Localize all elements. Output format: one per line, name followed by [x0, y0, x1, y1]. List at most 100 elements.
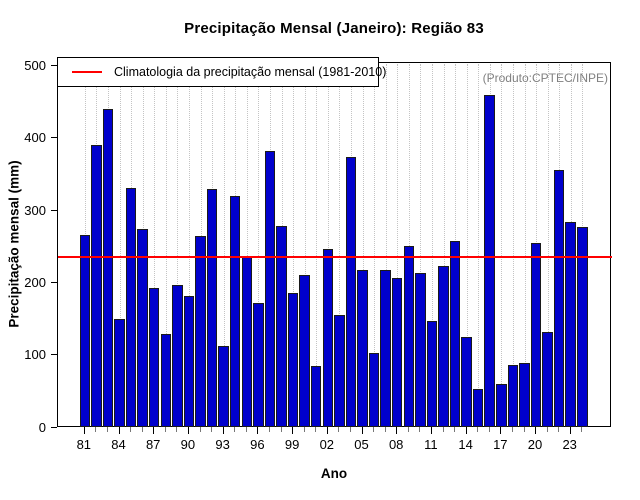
x-tick	[303, 427, 305, 432]
x-tick	[430, 427, 432, 434]
x-tick-label: 08	[388, 437, 404, 452]
bar-1996	[253, 302, 264, 427]
x-tick	[338, 427, 340, 432]
x-tick	[106, 427, 108, 432]
bar-2002	[322, 249, 334, 427]
year-gridline	[420, 64, 422, 426]
x-tick	[546, 427, 548, 432]
x-tick	[500, 427, 502, 434]
year-gridline	[478, 64, 480, 426]
year-gridline	[339, 64, 341, 426]
x-tick-label: 93	[215, 437, 230, 452]
x-tick	[153, 427, 155, 434]
bar-2011	[426, 320, 438, 427]
bar-2024	[577, 226, 588, 427]
x-tick	[535, 427, 536, 434]
x-tick-label: 14	[458, 437, 473, 452]
y-tick	[51, 426, 57, 428]
year-gridline	[223, 64, 225, 426]
x-tick	[511, 427, 513, 432]
x-tick-label: 81	[76, 437, 92, 452]
x-tick-label: 96	[250, 437, 265, 452]
climatology-line	[58, 255, 612, 258]
y-tick	[51, 354, 57, 356]
bar-1987	[148, 288, 160, 427]
x-tick	[488, 427, 490, 432]
x-tick	[95, 427, 97, 432]
x-tick	[407, 427, 409, 432]
bar-1984	[114, 318, 125, 427]
year-gridline	[547, 64, 549, 426]
year-gridline	[501, 64, 503, 426]
bar-2010	[415, 273, 426, 427]
y-axis-title: Precipitação mensal (mm)	[6, 160, 22, 328]
bar-1998	[276, 226, 287, 427]
product-watermark: (Produto:CPTEC/INPE)	[482, 71, 608, 85]
x-tick	[419, 427, 421, 432]
bar-2017	[496, 383, 507, 427]
x-tick	[83, 427, 85, 434]
y-tick-label: 500	[24, 58, 46, 74]
bar-2023	[565, 221, 576, 427]
x-tick	[373, 427, 375, 432]
bar-2018	[507, 364, 519, 427]
bar-2009	[403, 245, 415, 427]
x-tick	[164, 427, 166, 432]
year-gridline	[316, 64, 318, 426]
bar-2019	[519, 363, 530, 427]
x-tick	[199, 427, 201, 432]
x-tick	[280, 427, 282, 432]
x-tick	[384, 427, 386, 432]
legend: Climatologia da precipitação mensal (198…	[57, 57, 386, 87]
x-tick-label: 17	[493, 437, 508, 452]
x-tick-label: 87	[145, 437, 161, 452]
x-tick-label: 11	[424, 437, 438, 452]
x-tick	[315, 427, 317, 432]
legend-label: Climatologia da precipitação mensal (198…	[114, 65, 387, 79]
bar-2021	[542, 332, 553, 427]
x-tick	[268, 427, 270, 432]
x-tick-label: 84	[111, 437, 126, 452]
x-tick	[396, 427, 398, 434]
year-gridline	[512, 64, 514, 426]
x-tick-label: 02	[319, 437, 335, 452]
year-gridline	[177, 64, 179, 426]
year-gridline	[165, 64, 167, 426]
year-gridline	[293, 64, 295, 426]
x-tick-label: 23	[562, 437, 577, 452]
year-gridline	[362, 64, 364, 426]
x-tick	[454, 427, 455, 432]
x-axis-title: Ano	[320, 466, 348, 481]
legend-line-sample	[72, 71, 102, 73]
bar-1999	[287, 293, 299, 427]
year-gridline	[246, 64, 248, 426]
bar-2013	[449, 241, 461, 427]
bar-2015	[472, 389, 484, 427]
year-gridline	[258, 64, 260, 426]
bar-1989	[172, 285, 183, 427]
year-gridline	[154, 64, 156, 426]
plot-area	[57, 62, 612, 427]
x-tick	[523, 427, 525, 432]
bar-2020	[530, 242, 542, 427]
bar-1991	[195, 235, 206, 427]
year-gridline	[443, 64, 445, 426]
bar-2000	[299, 275, 310, 427]
bar-2006	[368, 353, 380, 427]
x-tick	[326, 427, 328, 434]
y-tick	[51, 209, 57, 211]
bar-2003	[334, 315, 345, 427]
x-tick-label: 99	[284, 437, 300, 452]
x-tick	[234, 427, 236, 432]
y-tick	[51, 281, 57, 283]
x-tick	[349, 427, 351, 432]
x-tick-label: 90	[180, 437, 196, 452]
year-gridline	[397, 64, 399, 426]
bar-1997	[264, 150, 276, 427]
x-tick	[558, 427, 560, 432]
bar-1986	[137, 229, 148, 427]
year-gridline	[466, 64, 468, 426]
bar-1988	[160, 333, 172, 427]
x-tick	[292, 427, 294, 434]
